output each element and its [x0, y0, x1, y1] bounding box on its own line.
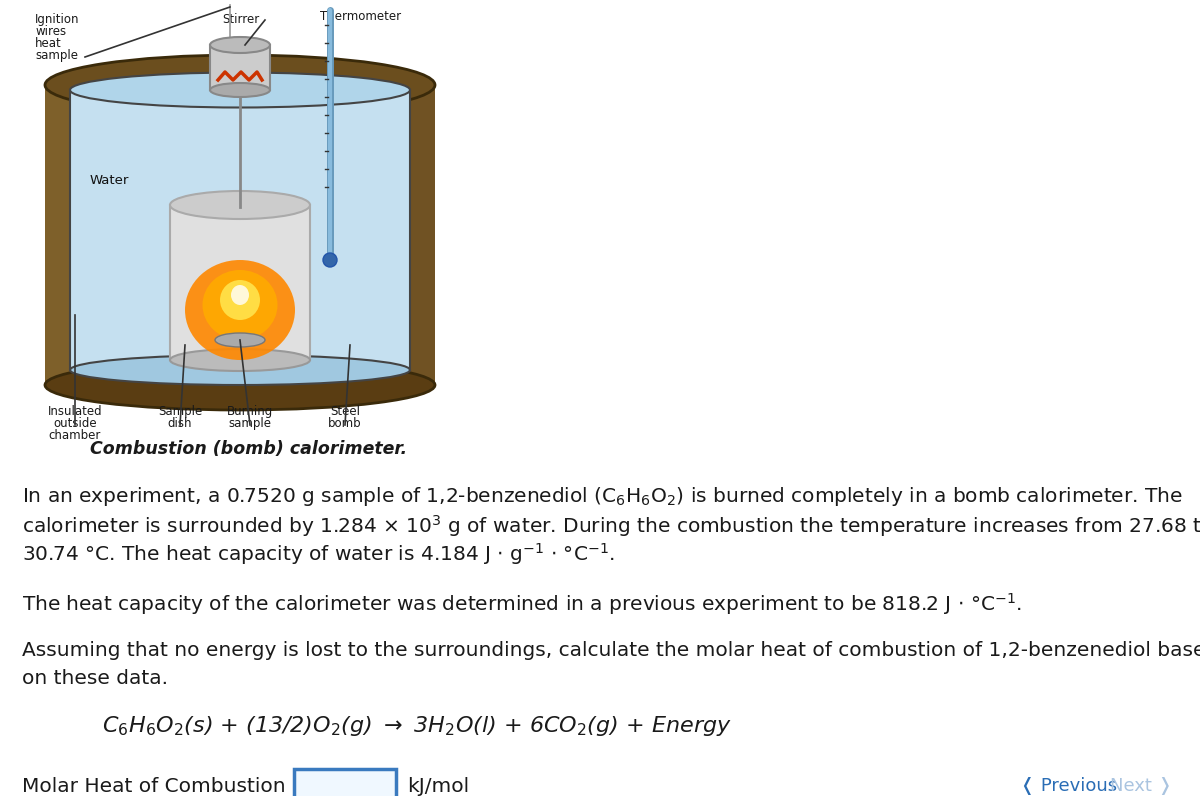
Text: C$_6$H$_6$O$_2$(s) + (13/2)O$_2$(g) $\rightarrow$ 3H$_2$O(l) + 6CO$_2$(g) + Ener: C$_6$H$_6$O$_2$(s) + (13/2)O$_2$(g) $\ri…	[102, 714, 732, 738]
Ellipse shape	[203, 270, 277, 340]
Text: sample: sample	[35, 49, 78, 62]
Text: Water: Water	[90, 174, 130, 186]
Text: Next ❭: Next ❭	[1110, 777, 1172, 795]
Ellipse shape	[215, 333, 265, 347]
Text: heat: heat	[35, 37, 61, 50]
Bar	[170, 205, 310, 360]
Bar	[210, 45, 270, 90]
Text: 30.74 °C. The heat capacity of water is 4.184 J $\cdot$ g$^{-1}$ $\cdot$ °C$^{-1: 30.74 °C. The heat capacity of water is …	[22, 541, 614, 567]
Text: Sample: Sample	[158, 405, 202, 418]
Ellipse shape	[185, 260, 295, 360]
Bar	[142, 85, 241, 385]
Ellipse shape	[210, 83, 270, 97]
Text: In an experiment, a 0.7520 g sample of 1,2-benzenediol (C$_6$H$_6$O$_2$) is burn: In an experiment, a 0.7520 g sample of 1…	[22, 485, 1183, 508]
Text: Ignition: Ignition	[35, 13, 79, 26]
Ellipse shape	[70, 72, 410, 107]
Text: Molar Heat of Combustion =: Molar Heat of Combustion =	[22, 777, 308, 795]
Text: chamber: chamber	[49, 429, 101, 442]
Text: Burning: Burning	[227, 405, 274, 418]
Text: Thermometer: Thermometer	[320, 10, 401, 23]
Bar	[46, 85, 144, 385]
Bar	[336, 85, 436, 385]
Text: Steel: Steel	[330, 405, 360, 418]
Text: Assuming that no energy is lost to the surroundings, calculate the molar heat of: Assuming that no energy is lost to the s…	[22, 641, 1200, 660]
Text: bomb: bomb	[328, 417, 362, 430]
Text: Stirrer: Stirrer	[222, 13, 259, 26]
Text: sample: sample	[228, 417, 271, 430]
Text: Insulated: Insulated	[48, 405, 102, 418]
Text: Combustion (bomb) calorimeter.: Combustion (bomb) calorimeter.	[90, 440, 407, 458]
Ellipse shape	[220, 280, 260, 320]
Ellipse shape	[170, 191, 310, 219]
Ellipse shape	[210, 37, 270, 53]
Bar	[70, 90, 410, 370]
Bar	[46, 85, 436, 385]
Ellipse shape	[46, 55, 436, 115]
Text: The heat capacity of the calorimeter was determined in a previous experiment to : The heat capacity of the calorimeter was…	[22, 591, 1022, 617]
Text: wires: wires	[35, 25, 66, 38]
Text: calorimeter is surrounded by 1.284 $\times$ 10$^3$ g of water. During the combus: calorimeter is surrounded by 1.284 $\tim…	[22, 513, 1200, 539]
Text: kJ/mol: kJ/mol	[407, 777, 469, 795]
Bar	[239, 85, 338, 385]
Ellipse shape	[170, 349, 310, 371]
Text: dish: dish	[168, 417, 192, 430]
FancyBboxPatch shape	[294, 769, 396, 796]
Text: ❬ Previous: ❬ Previous	[1020, 777, 1117, 795]
Ellipse shape	[70, 355, 410, 385]
Circle shape	[323, 253, 337, 267]
Text: outside: outside	[53, 417, 97, 430]
Ellipse shape	[230, 285, 250, 305]
Ellipse shape	[46, 360, 436, 410]
Text: on these data.: on these data.	[22, 669, 168, 688]
